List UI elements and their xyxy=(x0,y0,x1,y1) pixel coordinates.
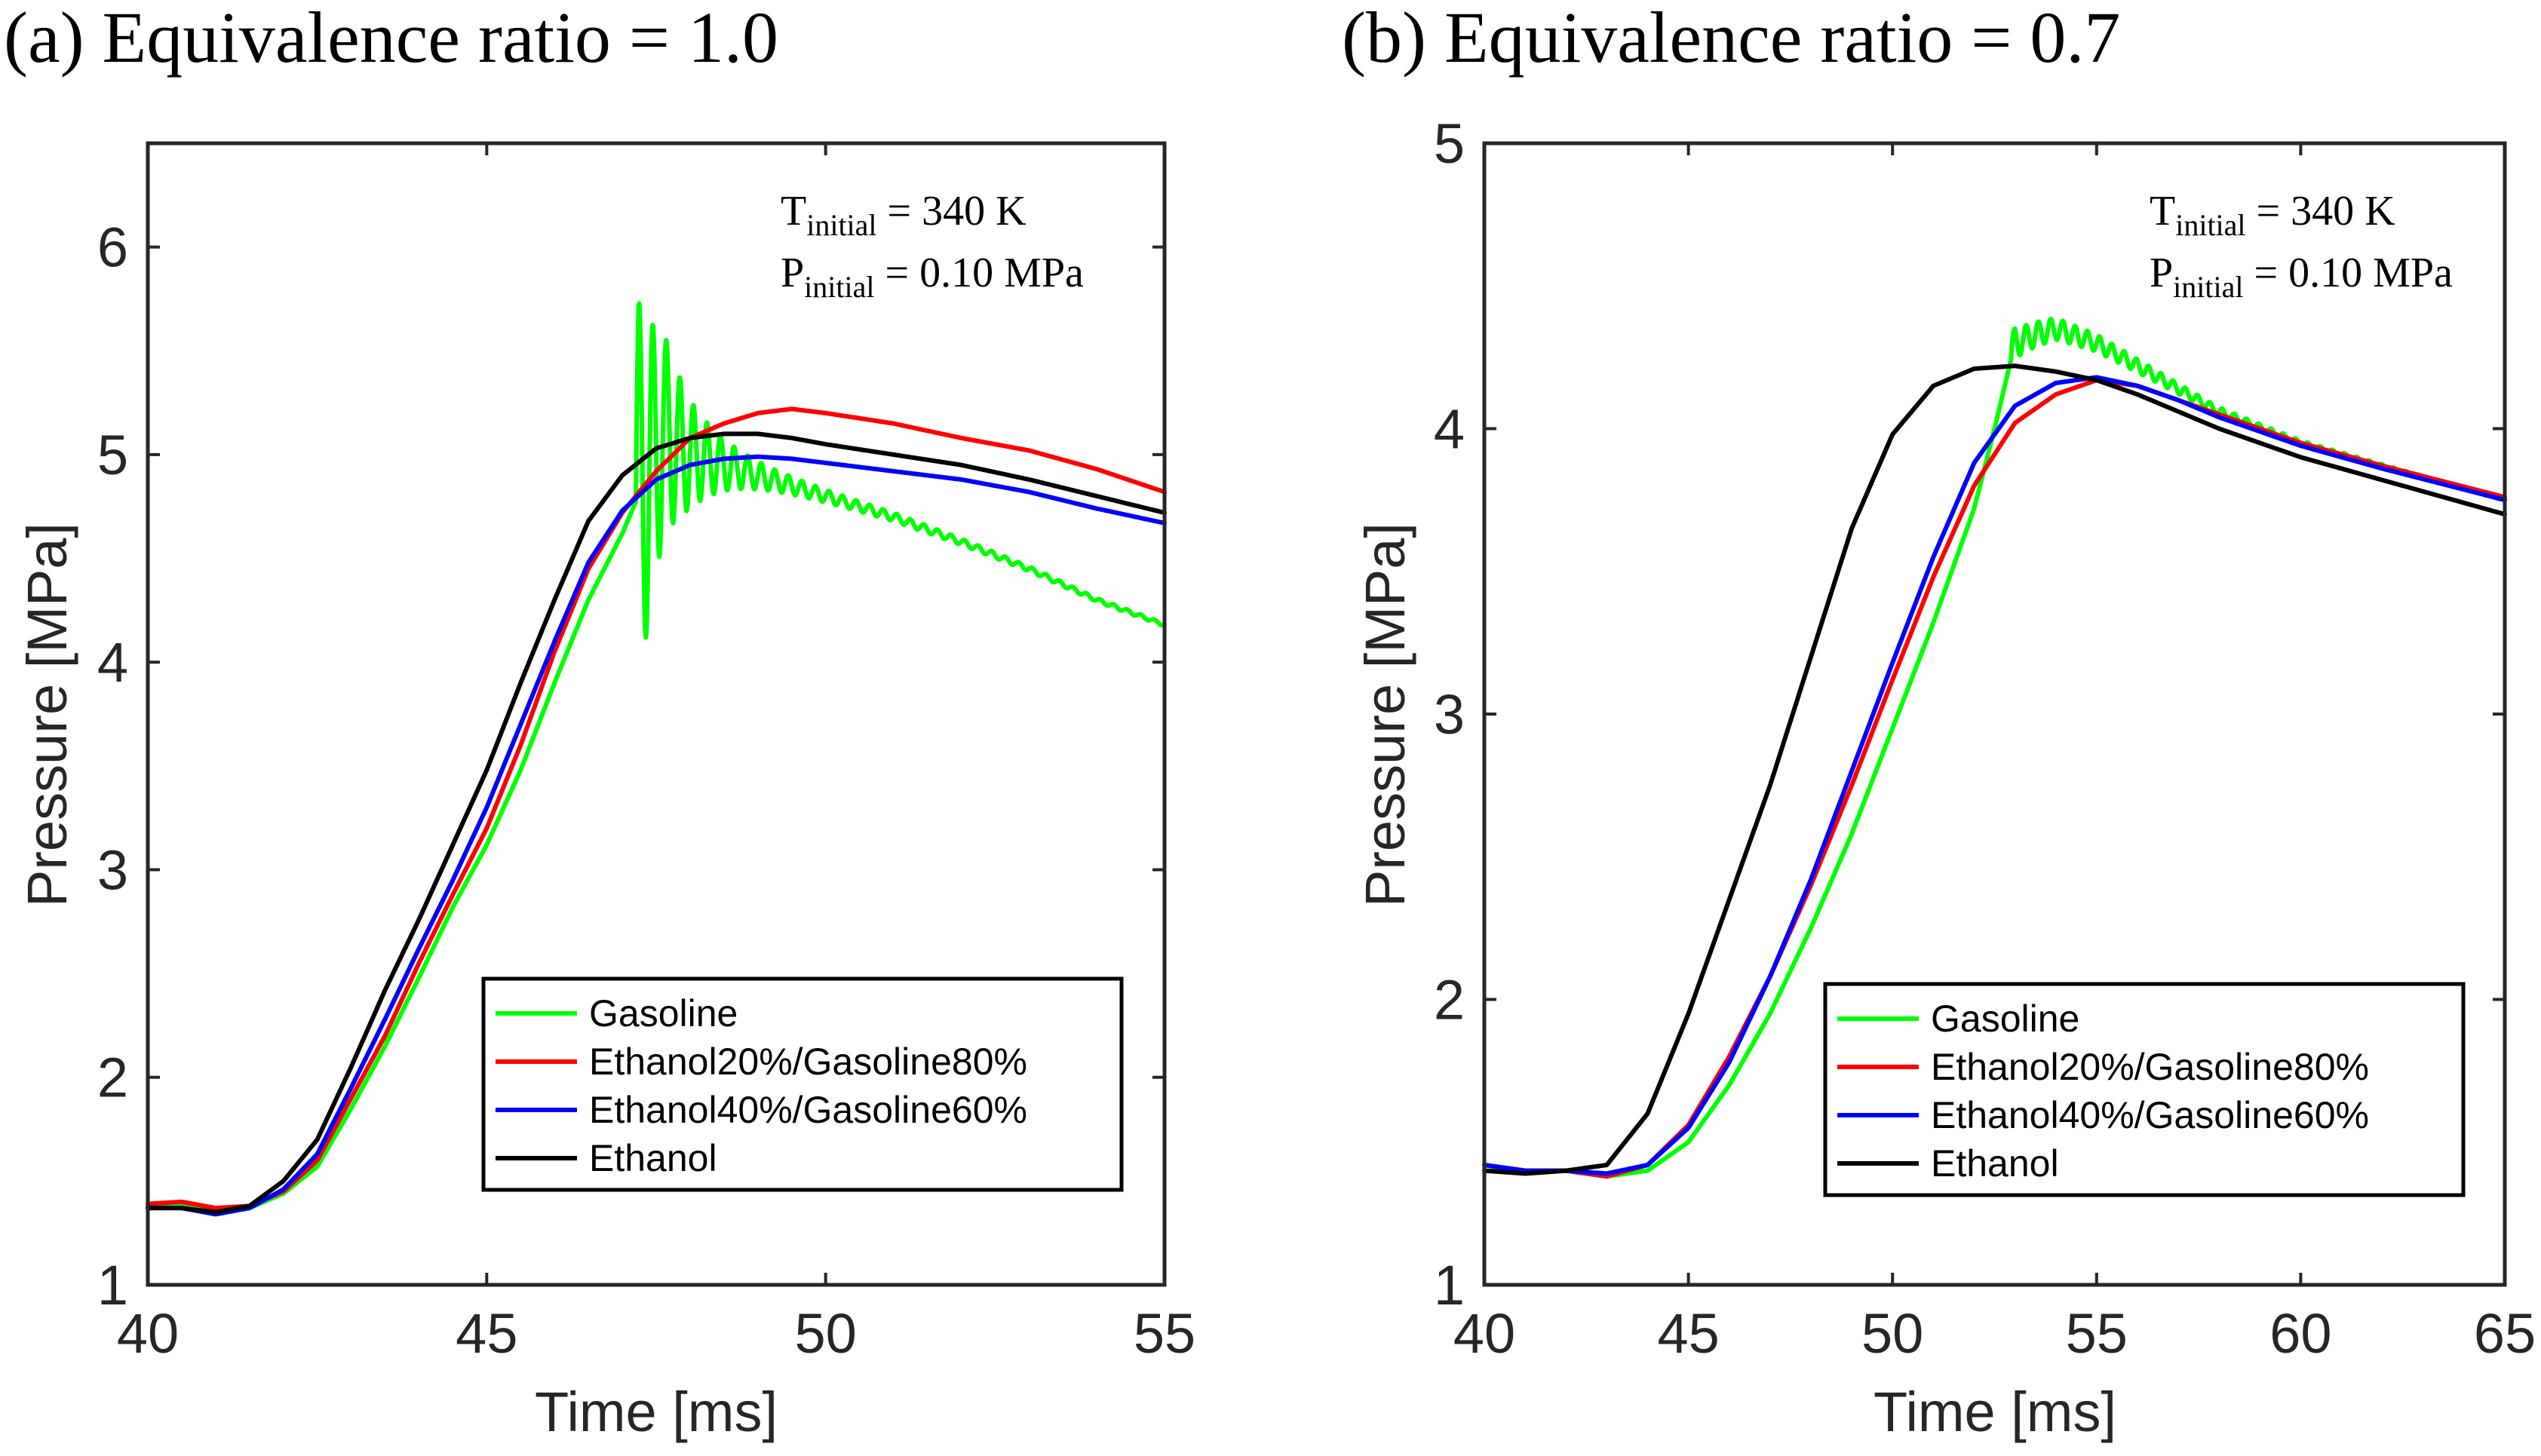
panel-b-legend-label-gasoline: Gasoline xyxy=(1931,998,2079,1040)
panel-b-title: (b) Equivalence ratio = 0.7 xyxy=(1342,0,2120,78)
panel-a-legend-box xyxy=(481,976,1124,1192)
panel-a-title: (a) Equivalence ratio = 1.0 xyxy=(4,0,778,78)
panel-a-y-tick-label-6: 6 xyxy=(97,216,128,279)
panel-a-series-ethanol20-gasoline80 xyxy=(146,406,1167,1211)
panel-b-x-tick-label-50: 50 xyxy=(1861,1302,1923,1365)
panel-b-y-axis-label: Pressure [MPa] xyxy=(1354,523,1416,907)
panel-b-legend: Gasoline Ethanol20%/Gasoline80% Ethanol40%… xyxy=(1823,982,2466,1197)
panel-b-x-tick-label-65: 65 xyxy=(2474,1302,2536,1365)
panel-a-y-tick-label-5: 5 xyxy=(97,424,128,486)
panel-b-x-tick-label-60: 60 xyxy=(2269,1302,2331,1365)
panel-a-x-tick-label-50: 50 xyxy=(795,1302,857,1365)
panel-b-y-tick-label-5: 5 xyxy=(1434,112,1465,175)
panel-a-legend-items: Gasoline Ethanol20%/Gasoline80% Ethanol40%… xyxy=(496,992,1027,1179)
panel-a-legend-label-ethanol20-gasoline80: Ethanol20%/Gasoline80% xyxy=(589,1041,1027,1083)
panel-a-legend: Gasoline Ethanol20%/Gasoline80% Ethanol40%… xyxy=(481,976,1124,1192)
panel-a: (a) Equivalence ratio = 1.0 40 45 50 551234… xyxy=(4,0,1195,1443)
panel-b-annotation-line1: Tinitial = 340 K xyxy=(2150,188,2395,242)
panel-b-annotation-line2: Pinitial = 0.10 MPa xyxy=(2150,250,2453,304)
panel-b-y-tick-label-4: 4 xyxy=(1434,398,1465,461)
panel-b-x-tick-label-55: 55 xyxy=(2066,1302,2128,1365)
panel-a-series-ethanol xyxy=(146,431,1167,1215)
panel-a-x-tick-label-55: 55 xyxy=(1134,1302,1195,1365)
panel-a-annotation-line2: Pinitial = 0.10 MPa xyxy=(781,250,1084,304)
panel-b-x-tick-label-40: 40 xyxy=(1453,1302,1515,1365)
panel-a-legend-label-ethanol40-gasoline60: Ethanol40%/Gasoline60% xyxy=(589,1089,1027,1131)
panel-b-legend-box xyxy=(1823,982,2466,1197)
panel-a-series xyxy=(146,301,1167,1217)
panel-a-x-tick-label-45: 45 xyxy=(456,1302,517,1365)
panel-b-legend-label-ethanol40-gasoline60: Ethanol40%/Gasoline60% xyxy=(1931,1094,2369,1136)
panel-a-y-tick-label-3: 3 xyxy=(97,838,128,901)
panel-b-series xyxy=(1482,317,2507,1179)
panel-b-x-axis-label: Time [ms] xyxy=(1874,1381,2116,1443)
panel-a-axes-frame xyxy=(146,141,1167,1287)
panel-b-series-ethanol40-gasoline60 xyxy=(1482,375,2507,1176)
panel-b-annotation: Tinitial = 340 K Pinitial = 0.10 MPa xyxy=(2150,188,2453,304)
panel-a-x-tick-label-40: 40 xyxy=(117,1302,179,1365)
panel-a-y-tick-label-4: 4 xyxy=(97,631,128,694)
panel-b-legend-items: Gasoline Ethanol20%/Gasoline80% Ethanol40%… xyxy=(1837,998,2369,1185)
panel-a-legend-label-ethanol: Ethanol xyxy=(589,1137,717,1179)
panel-b-legend-label-ethanol: Ethanol xyxy=(1931,1142,2059,1185)
panel-b-series-ethanol xyxy=(1482,363,2507,1176)
panel-b-x-tick-label-45: 45 xyxy=(1657,1302,1719,1365)
panel-a-y-axis-label: Pressure [MPa] xyxy=(16,523,78,907)
panel-b-y-tick-label-2: 2 xyxy=(1434,969,1465,1031)
panel-a-x-axis-label: Time [ms] xyxy=(535,1381,778,1443)
panel-a-y-tick-label-2: 2 xyxy=(97,1047,128,1109)
panel-b-legend-label-ethanol20-gasoline80: Ethanol20%/Gasoline80% xyxy=(1931,1046,2369,1088)
panel-a-legend-label-gasoline: Gasoline xyxy=(589,992,738,1035)
panel-b-y-tick-label-3: 3 xyxy=(1434,683,1465,746)
panel-a-annotation: Tinitial = 340 K Pinitial = 0.10 MPa xyxy=(781,188,1084,304)
panel-a-y-tick-label-1: 1 xyxy=(97,1254,128,1317)
panel-b-y-tick-label-1: 1 xyxy=(1434,1254,1465,1317)
panel-a-annotation-line1: Tinitial = 340 K xyxy=(781,188,1027,242)
panel-b: (b) Equivalence ratio = 0.7 40 45 50 55 60 65… xyxy=(1342,0,2536,1443)
panel-a-series-ethanol40-gasoline60 xyxy=(146,454,1167,1217)
